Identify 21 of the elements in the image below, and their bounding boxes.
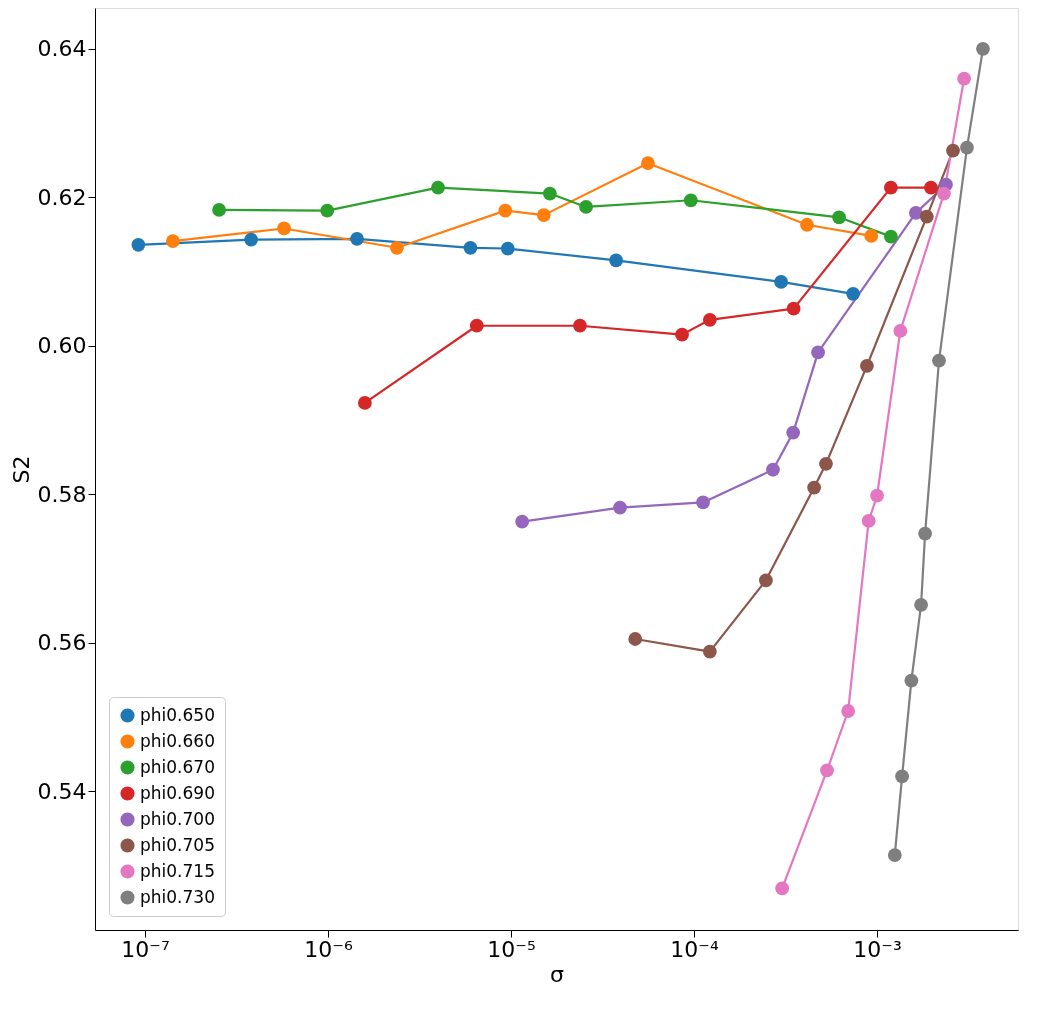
- legend-label: phi0.730: [140, 886, 215, 907]
- y-axis-title: S2: [8, 455, 34, 484]
- y-tick-label: 0.56: [37, 630, 87, 656]
- legend-label: phi0.700: [140, 808, 215, 829]
- y-tick-label: 0.60: [37, 333, 87, 359]
- legend-label: phi0.705: [140, 834, 215, 855]
- legend-label: phi0.670: [140, 756, 215, 777]
- legend-label: phi0.715: [140, 860, 215, 881]
- x-tick-label: 10⁻³: [853, 936, 902, 962]
- x-axis-title: σ: [550, 961, 565, 987]
- y-tick-label: 0.58: [37, 481, 87, 507]
- legend-label: phi0.650: [140, 704, 215, 725]
- x-tick-label: 10⁻⁷: [121, 936, 170, 962]
- x-tick-label: 10⁻⁶: [304, 936, 353, 962]
- x-tick-label: 10⁻⁴: [670, 936, 719, 962]
- x-tick-label: 10⁻⁵: [487, 936, 536, 962]
- legend-label: phi0.660: [140, 730, 215, 751]
- y-tick-label: 0.64: [37, 36, 87, 62]
- legend-label: phi0.690: [140, 782, 215, 803]
- y-tick-label: 0.54: [37, 778, 87, 804]
- y-tick-label: 0.62: [37, 184, 87, 210]
